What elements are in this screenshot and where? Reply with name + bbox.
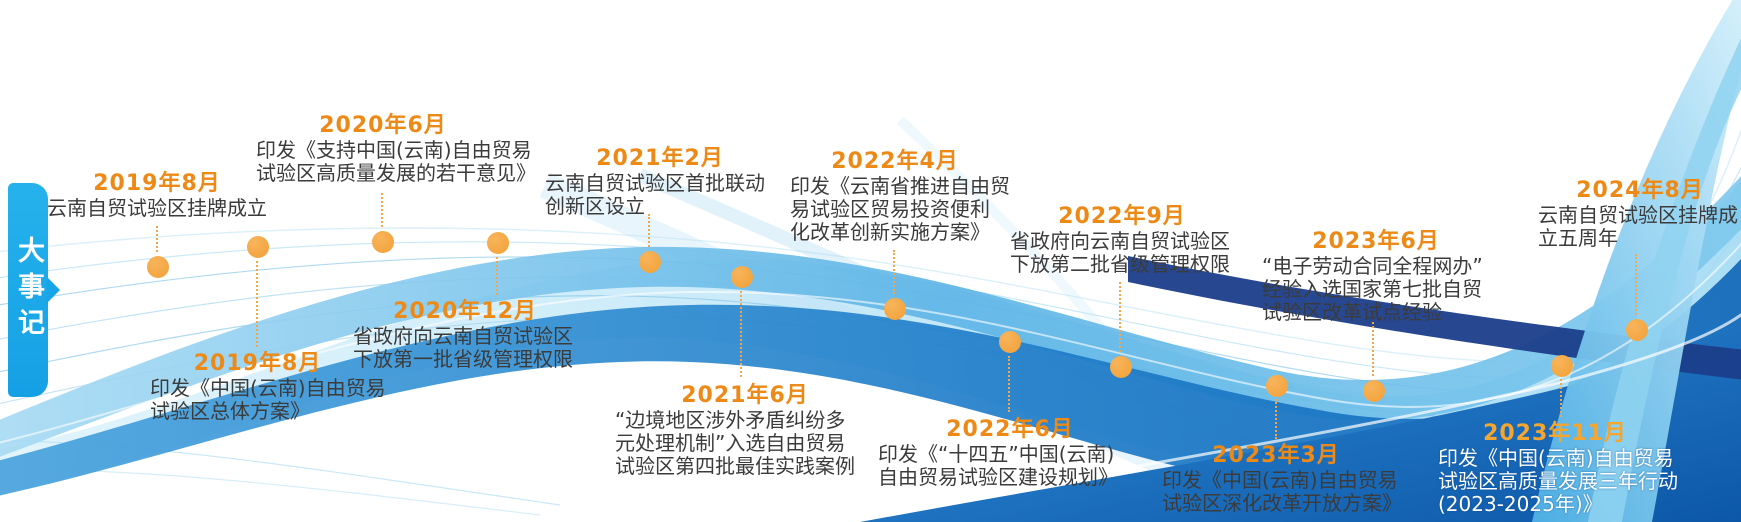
event-desc-line: 云南自贸试验区挂牌成立 [47, 196, 267, 220]
event-desc-line: 试验区高质量发展三年行动 [1438, 469, 1678, 493]
timeline-event: 2019年8月 云南自贸试验区挂牌成立 [33, 170, 281, 220]
leader-line [1275, 399, 1277, 439]
timeline-dot [731, 266, 753, 288]
event-desc-line: 印发《支持中国(云南)自由贸易 [256, 138, 532, 162]
event-desc-line: 印发《中国(云南)自由贸易 [1162, 468, 1398, 492]
event-date: 2022年6月 [946, 417, 1074, 442]
leader-line [496, 257, 498, 295]
timeline-dot [1266, 375, 1288, 397]
leader-line [381, 193, 383, 227]
event-date: 2019年8月 [193, 351, 322, 376]
event-desc-line: (2023-2025年)》 [1438, 492, 1603, 516]
timeline-event: 2022年9月 省政府向云南自贸试验区 下放第二批省级管理权限 [1010, 203, 1234, 276]
event-desc-line: 下放第一批省级管理权限 [353, 347, 573, 371]
timeline-event: 2020年12月 省政府向云南自贸试验区 下放第一批省级管理权限 [353, 298, 577, 371]
leader-line [156, 226, 158, 252]
leader-line [1119, 282, 1121, 352]
event-desc-line: 印发《中国(云南)自由贸易 [1438, 446, 1674, 470]
event-date: 2020年12月 [393, 299, 537, 324]
leader-line [1372, 322, 1374, 376]
timeline-dot [147, 256, 169, 278]
event-date: 2019年8月 [93, 171, 221, 196]
timeline-dot [1551, 355, 1573, 377]
event-desc-line: 易试验区贸易投资便利 [790, 197, 990, 221]
chronicle-tab-label: 大事记 [13, 236, 44, 344]
timeline-dot [639, 251, 661, 273]
event-desc-line: 立五周年 [1538, 226, 1618, 250]
timeline-event: 2023年6月 “电子劳动合同全程网办” 经验入选国家第七批自贸 试验区改革试点… [1262, 228, 1490, 324]
event-desc-line: 试验区深化改革开放方案》 [1162, 491, 1402, 515]
timeline-event: 2021年6月 “边境地区涉外矛盾纠纷多 元处理机制”入选自由贸易 试验区第四批… [615, 382, 875, 478]
timeline-event: 2023年11月 印发《中国(云南)自由贸易 试验区高质量发展三年行动 (202… [1438, 420, 1678, 516]
timeline-dot [1110, 356, 1132, 378]
timeline-event: 2023年3月 印发《中国(云南)自由贸易 试验区深化改革开放方案》 [1162, 442, 1402, 515]
event-desc-line: 省政府向云南自贸试验区 [1010, 229, 1230, 253]
timeline-dot [1626, 319, 1648, 341]
leader-line [1008, 356, 1010, 412]
timeline-dot [487, 232, 509, 254]
timeline-dot [884, 298, 906, 320]
leader-line [1635, 254, 1637, 315]
event-desc-line: 试验区高质量发展的若干意见》 [256, 161, 536, 185]
timeline-event: 2021年2月 云南自贸试验区首批联动 创新区设立 [545, 145, 775, 218]
leader-line [740, 291, 742, 377]
timeline-dot [247, 236, 269, 258]
event-desc-line: 云南自贸试验区首批联动 [545, 171, 765, 195]
event-desc-line: 化改革创新实施方案》 [790, 220, 990, 244]
event-date: 2022年4月 [831, 149, 959, 174]
event-desc-line: 省政府向云南自贸试验区 [353, 324, 573, 348]
event-desc-line: 创新区设立 [545, 194, 645, 218]
chronicle-tab: 大事记 [8, 183, 60, 397]
timeline-dot [999, 331, 1021, 353]
event-date: 2021年6月 [681, 383, 809, 408]
event-date: 2023年6月 [1312, 229, 1440, 254]
leader-line [1560, 379, 1562, 417]
timeline-dot [1363, 380, 1385, 402]
timeline-event: 2022年6月 印发《“十四五”中国(云南) 自由贸易试验区建设规划》 [878, 416, 1142, 489]
event-desc-line: 试验区总体方案》 [150, 399, 310, 423]
event-desc-line: “电子劳动合同全程网办” [1262, 254, 1483, 278]
event-date: 2021年2月 [596, 146, 724, 171]
event-desc-line: 试验区第四批最佳实践案例 [615, 454, 855, 478]
event-desc-line: 印发《云南省推进自由贸 [790, 174, 1010, 198]
leader-line [648, 214, 650, 247]
event-date: 2020年6月 [319, 113, 447, 138]
event-date: 2023年3月 [1212, 443, 1340, 468]
event-desc-line: 元处理机制”入选自由贸易 [615, 431, 846, 455]
event-desc-line: 云南自贸试验区挂牌成 [1538, 203, 1738, 227]
event-date: 2022年9月 [1058, 204, 1186, 229]
timeline-event: 2020年6月 印发《支持中国(云南)自由贸易 试验区高质量发展的若干意见》 [256, 112, 536, 185]
timeline-dot [372, 231, 394, 253]
timeline-event: 2022年4月 印发《云南省推进自由贸 易试验区贸易投资便利 化改革创新实施方案… [790, 148, 1010, 244]
event-desc-line: 试验区改革试点经验 [1262, 300, 1442, 324]
event-desc-line: 印发《“十四五”中国(云南) [878, 442, 1115, 466]
event-desc-line: 经验入选国家第七批自贸 [1262, 277, 1482, 301]
event-desc-line: “边境地区涉外矛盾纠纷多 [615, 408, 846, 432]
event-desc-line: 下放第二批省级管理权限 [1010, 252, 1230, 276]
event-desc-line: 印发《中国(云南)自由贸易 [150, 376, 386, 400]
leader-line [893, 250, 895, 294]
event-desc-line: 自由贸易试验区建设规划》 [878, 465, 1118, 489]
event-date: 2023年11月 [1483, 421, 1627, 446]
leader-line [256, 261, 258, 347]
timeline-event: 2024年8月 云南自贸试验区挂牌成 立五周年 [1538, 177, 1741, 250]
event-date: 2024年8月 [1576, 178, 1704, 203]
timeline-event: 2019年8月 印发《中国(云南)自由贸易 试验区总体方案》 [150, 350, 386, 423]
